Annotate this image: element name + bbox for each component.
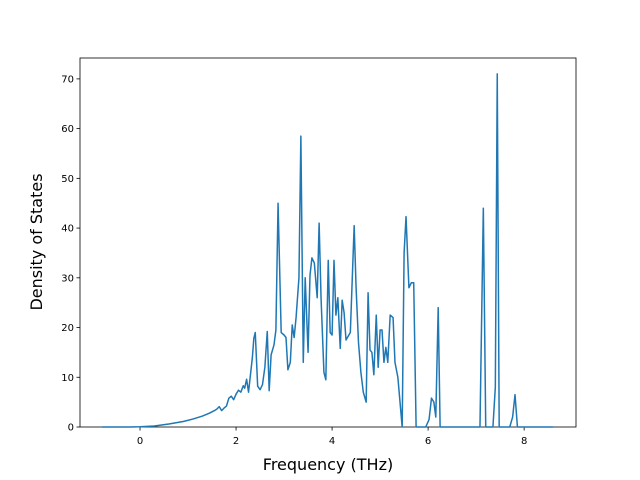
y-tick-label: 30 <box>61 273 74 284</box>
x-axis-label: Frequency (THz) <box>263 455 393 474</box>
x-tick-label: 2 <box>233 436 239 447</box>
y-tick-label: 60 <box>61 124 74 135</box>
y-tick-label: 40 <box>61 224 74 235</box>
y-tick-label: 0 <box>68 423 74 434</box>
y-tick-label: 20 <box>61 323 74 334</box>
y-tick-label: 10 <box>61 373 74 384</box>
x-tick-label: 8 <box>521 436 527 447</box>
x-tick-label: 4 <box>329 436 335 447</box>
dos-line <box>102 73 553 428</box>
y-tick-label: 50 <box>61 174 74 185</box>
y-axis-label: Density of States <box>27 173 46 310</box>
x-tick-label: 6 <box>425 436 431 447</box>
x-tick-label: 0 <box>137 436 143 447</box>
axes-frame <box>79 57 577 428</box>
y-tick-label: 70 <box>61 74 74 85</box>
